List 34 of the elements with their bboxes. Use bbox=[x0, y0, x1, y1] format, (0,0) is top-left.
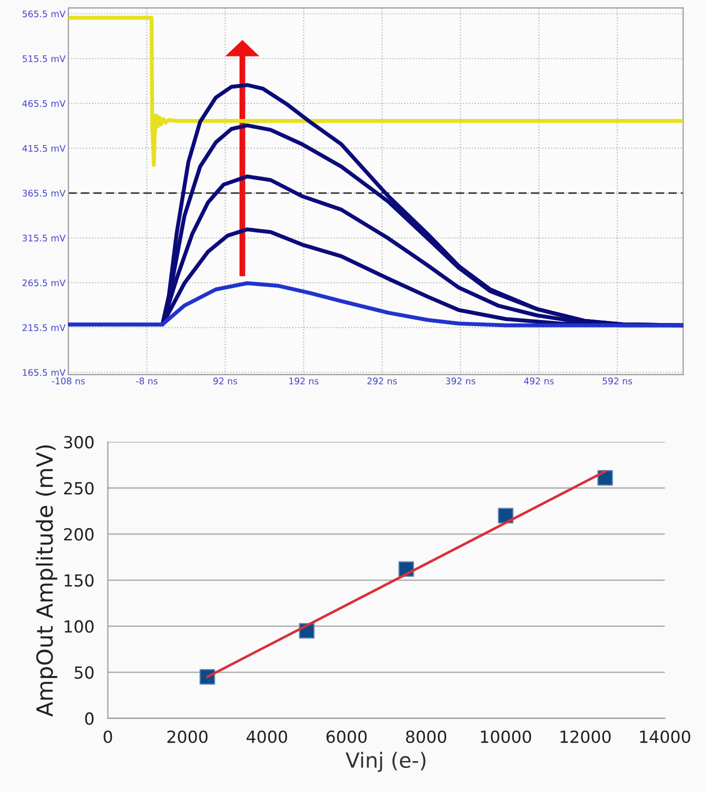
y-tick-label: 250 bbox=[64, 482, 94, 495]
x-tick-label: 6000 bbox=[326, 730, 367, 744]
x-tick-label: 392 ns bbox=[446, 378, 476, 384]
y-tick-label: 215.5 mV bbox=[22, 324, 66, 332]
x-tick-label: 4000 bbox=[246, 730, 288, 744]
x-tick-label: -108 ns bbox=[52, 378, 85, 384]
y-tick-label: 50 bbox=[74, 666, 94, 679]
x-tick-label: 192 ns bbox=[289, 378, 318, 384]
x-tick-label: 292 ns bbox=[367, 378, 397, 384]
y-tick-label: 200 bbox=[64, 528, 94, 541]
y-tick-label: 300 bbox=[64, 436, 94, 449]
y-tick-label: 415.5 mV bbox=[22, 145, 66, 152]
y-tick-label: 165.5 mV bbox=[22, 369, 66, 376]
x-tick-label: 12000 bbox=[560, 730, 611, 744]
y-tick-label: 315.5 mV bbox=[22, 234, 66, 242]
y-tick-label: 515.5 mV bbox=[22, 55, 66, 62]
x-tick-label: 492 ns bbox=[524, 378, 554, 384]
y-tick-label: 365.5 mV bbox=[22, 190, 66, 197]
y-axis-title: AmpOut Amplitude (mV) bbox=[36, 445, 58, 717]
x-tick-label: 8000 bbox=[406, 730, 446, 744]
x-tick-label: 2000 bbox=[167, 730, 208, 744]
x-tick-label: 0 bbox=[104, 730, 112, 744]
y-tick-label: 100 bbox=[64, 620, 94, 633]
x-tick-label: 14000 bbox=[640, 730, 690, 744]
x-tick-label: 10000 bbox=[481, 730, 532, 744]
x-tick-label: -8 ns bbox=[136, 378, 158, 384]
y-tick-label: 465.5 mV bbox=[22, 100, 66, 107]
y-tick-label: 565.5 mV bbox=[22, 10, 66, 18]
x-tick-label: 592 ns bbox=[602, 378, 632, 384]
y-tick-label: 265.5 mV bbox=[22, 279, 66, 286]
y-tick-label: 150 bbox=[64, 574, 94, 587]
y-tick-label: 0 bbox=[85, 712, 94, 725]
x-axis-title: Vinj (e-) bbox=[346, 752, 426, 772]
x-tick-label: 92 ns bbox=[213, 378, 238, 384]
